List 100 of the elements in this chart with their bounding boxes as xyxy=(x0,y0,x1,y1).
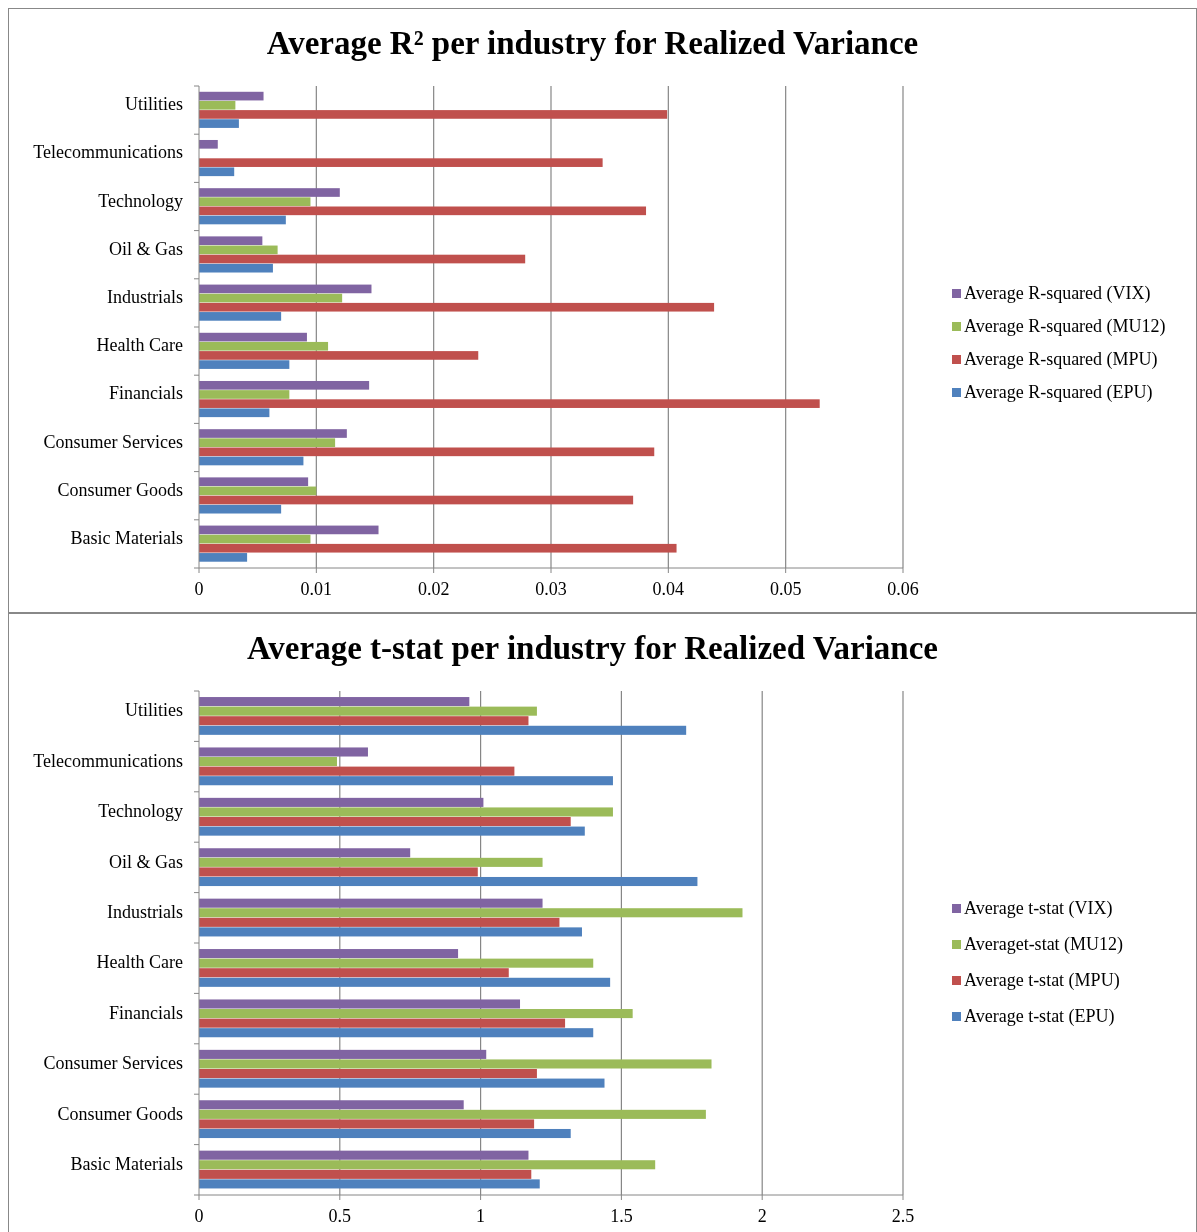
bar xyxy=(199,826,585,836)
bar xyxy=(199,284,372,294)
bar xyxy=(199,399,820,408)
bar xyxy=(199,949,459,959)
bar xyxy=(199,1160,656,1170)
bar xyxy=(199,725,687,735)
x-tick-label: 1 xyxy=(476,1206,486,1226)
bar xyxy=(199,293,343,303)
chart-title: Average R² per industry for Realized Variance xyxy=(266,25,919,61)
y-tick-label: Technology xyxy=(98,190,183,211)
y-tick-label: Utilities xyxy=(125,700,183,721)
bar xyxy=(199,757,337,767)
bar xyxy=(199,716,529,726)
bar xyxy=(199,543,677,553)
legend-label: Average R-squared (EPU) xyxy=(964,382,1153,404)
bar xyxy=(199,1069,537,1079)
bar xyxy=(199,766,515,776)
y-tick-label: Health Care xyxy=(96,952,183,973)
x-tick-label: 0.01 xyxy=(300,579,333,599)
bar xyxy=(199,876,698,887)
bar xyxy=(199,857,543,867)
bar xyxy=(199,139,218,149)
bar xyxy=(199,477,309,487)
y-tick-label: Telecommunications xyxy=(33,750,183,771)
bar xyxy=(199,1059,712,1069)
bar xyxy=(199,236,263,246)
x-tick-label: 1.5 xyxy=(610,1206,633,1226)
bar xyxy=(199,312,282,321)
bar xyxy=(199,977,611,987)
x-tick-label: 0 xyxy=(194,579,204,599)
x-tick-label: 2 xyxy=(757,1206,767,1226)
y-tick-label: Consumer Goods xyxy=(57,1103,183,1124)
bar xyxy=(199,1018,566,1028)
bar xyxy=(199,504,282,514)
y-tick-label: Basic Materials xyxy=(70,528,183,549)
bar xyxy=(199,917,560,927)
bar xyxy=(199,968,509,978)
legend-label: Average R-squared (VIX) xyxy=(964,283,1151,305)
legend-label: Average R-squared (MU12) xyxy=(964,316,1166,338)
bar xyxy=(199,1009,633,1019)
bar xyxy=(199,1150,529,1160)
bar xyxy=(199,206,647,216)
bar xyxy=(199,447,655,457)
bar xyxy=(199,197,311,206)
bar xyxy=(199,254,526,264)
bar xyxy=(199,1100,464,1110)
bar xyxy=(199,100,236,110)
bar xyxy=(199,486,317,496)
legend-label: Average t-stat (MPU) xyxy=(964,970,1120,992)
bar xyxy=(199,456,304,466)
x-tick-label: 0.04 xyxy=(652,579,685,599)
bar xyxy=(199,110,668,119)
x-tick-label: 0.02 xyxy=(417,579,450,599)
legend-label: Average t-stat (VIX) xyxy=(964,898,1113,920)
bar xyxy=(199,429,347,438)
bar xyxy=(199,408,270,418)
bar xyxy=(199,1119,535,1129)
bar xyxy=(199,1049,487,1059)
bar xyxy=(199,999,521,1009)
x-tick-label: 2.5 xyxy=(891,1206,915,1226)
y-tick-label: Oil & Gas xyxy=(109,238,183,259)
bar xyxy=(199,360,290,369)
bar xyxy=(199,848,411,858)
y-tick-label: Consumer Services xyxy=(43,1053,183,1074)
y-tick-label: Telecommunications xyxy=(33,142,183,163)
bar xyxy=(199,332,307,342)
bar xyxy=(199,302,715,312)
x-tick-label: 0.06 xyxy=(887,579,919,599)
bar xyxy=(199,797,484,807)
bar xyxy=(199,495,634,505)
legend-label: Average R-squared (MPU) xyxy=(964,349,1158,371)
y-tick-label: Consumer Goods xyxy=(57,479,183,500)
bar xyxy=(199,380,370,390)
bar xyxy=(199,263,273,273)
y-tick-label: Industrials xyxy=(107,287,183,308)
bar xyxy=(199,898,543,908)
x-tick-label: 0.03 xyxy=(535,579,567,599)
bar xyxy=(199,158,603,167)
bar xyxy=(199,91,264,101)
bar xyxy=(199,1169,532,1179)
bar xyxy=(199,927,582,937)
bar xyxy=(199,553,248,562)
bar xyxy=(199,188,340,197)
bar xyxy=(199,1028,594,1038)
y-tick-label: Consumer Services xyxy=(43,431,183,452)
legend-label: Average t-stat (EPU) xyxy=(964,1006,1115,1028)
bar xyxy=(199,1078,605,1088)
y-tick-label: Financials xyxy=(109,1002,183,1023)
bar xyxy=(199,706,537,716)
bar xyxy=(199,341,329,351)
bar xyxy=(199,1179,540,1189)
bar xyxy=(199,390,290,399)
legend-label: Averaget-stat (MU12) xyxy=(964,934,1124,956)
bar xyxy=(199,1109,706,1119)
bar xyxy=(199,776,613,786)
x-tick-label: 0.5 xyxy=(328,1206,352,1226)
bar xyxy=(199,747,368,757)
bar xyxy=(199,167,235,177)
bar xyxy=(199,525,379,535)
bar xyxy=(199,245,278,255)
